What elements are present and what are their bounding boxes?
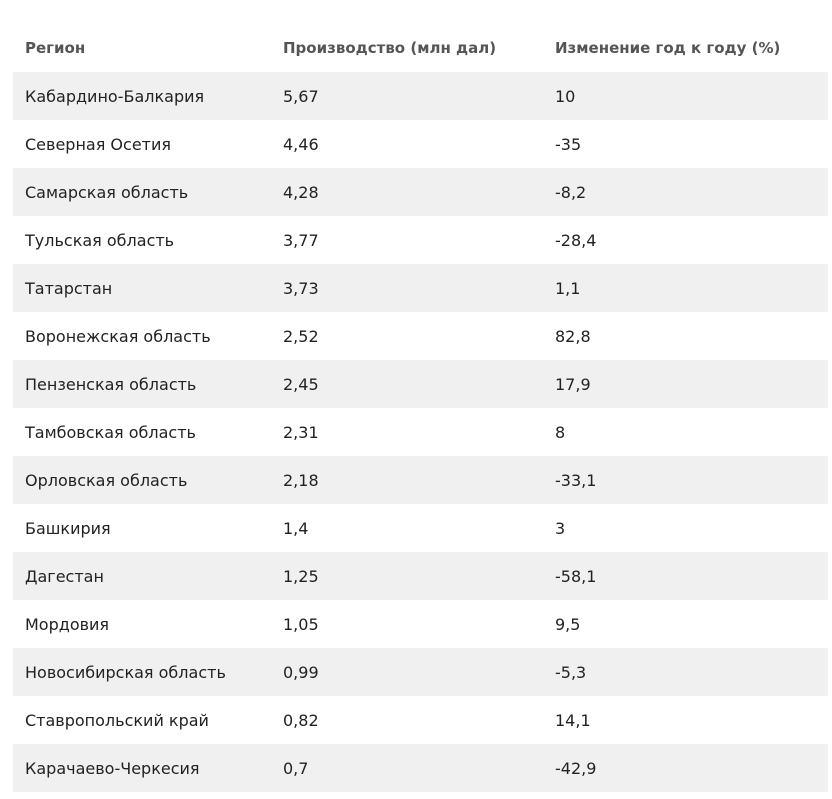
cell-region: Тульская область — [25, 230, 175, 250]
cell-production: 2,45 — [283, 374, 319, 394]
header-region: Регион — [25, 39, 86, 57]
cell-production: 2,18 — [283, 470, 319, 490]
table-row: Пензенская область 2,45 17,9 — [13, 360, 828, 408]
cell-production: 0,99 — [283, 662, 319, 682]
cell-yoy-change: 14,1 — [555, 710, 591, 730]
cell-region: Ставропольский край — [25, 710, 209, 730]
cell-yoy-change: 1,1 — [555, 278, 581, 298]
cell-production: 3,77 — [283, 230, 319, 250]
cell-region: Кабардино-Балкария — [25, 86, 205, 106]
table-row: Кабардино-Балкария 5,67 10 — [13, 72, 828, 120]
cell-yoy-change: -28,4 — [555, 230, 597, 250]
header-production: Производство (млн дал) — [283, 39, 497, 57]
table-row: Тамбовская область 2,31 8 — [13, 408, 828, 456]
cell-region: Пензенская область — [25, 374, 197, 394]
data-table: Регион Производство (млн дал) Изменение … — [13, 24, 828, 792]
cell-region: Орловская область — [25, 470, 188, 490]
cell-yoy-change: 9,5 — [555, 614, 581, 634]
header-yoy-change: Изменение год к году (%) — [555, 39, 781, 57]
cell-yoy-change: -5,3 — [555, 662, 587, 682]
cell-yoy-change: -35 — [555, 134, 582, 154]
cell-region: Тамбовская область — [25, 422, 196, 442]
cell-region: Мордовия — [25, 614, 110, 634]
table-row: Карачаево-Черкесия 0,7 -42,9 — [13, 744, 828, 792]
cell-region: Северная Осетия — [25, 134, 171, 154]
table-row: Тульская область 3,77 -28,4 — [13, 216, 828, 264]
cell-production: 2,52 — [283, 326, 319, 346]
table-row: Северная Осетия 4,46 -35 — [13, 120, 828, 168]
cell-yoy-change: -33,1 — [555, 470, 597, 490]
table-header-row: Регион Производство (млн дал) Изменение … — [13, 24, 828, 72]
cell-yoy-change: -42,9 — [555, 758, 597, 778]
cell-production: 2,31 — [283, 422, 319, 442]
cell-production: 4,28 — [283, 182, 319, 202]
table-row: Самарская область 4,28 -8,2 — [13, 168, 828, 216]
cell-region: Новосибирская область — [25, 662, 226, 682]
cell-yoy-change: 17,9 — [555, 374, 591, 394]
cell-region: Воронежская область — [25, 326, 211, 346]
table-row: Татарстан 3,73 1,1 — [13, 264, 828, 312]
cell-yoy-change: 3 — [555, 518, 566, 538]
table-row: Воронежская область 2,52 82,8 — [13, 312, 828, 360]
cell-yoy-change: -8,2 — [555, 182, 587, 202]
table-row: Ставропольский край 0,82 14,1 — [13, 696, 828, 744]
cell-yoy-change: 82,8 — [555, 326, 591, 346]
cell-yoy-change: 8 — [555, 422, 566, 442]
cell-production: 5,67 — [283, 86, 319, 106]
cell-region: Дагестан — [25, 566, 104, 586]
cell-production: 4,46 — [283, 134, 319, 154]
cell-region: Самарская область — [25, 182, 189, 202]
table-row: Мордовия 1,05 9,5 — [13, 600, 828, 648]
table-body: Кабардино-Балкария 5,67 10 Северная Осетия 4… — [13, 72, 828, 792]
cell-production: 1,25 — [283, 566, 319, 586]
cell-production: 1,4 — [283, 518, 309, 538]
cell-production: 1,05 — [283, 614, 319, 634]
table-row: Орловская область 2,18 -33,1 — [13, 456, 828, 504]
cell-region: Карачаево-Черкесия — [25, 758, 200, 778]
cell-production: 0,7 — [283, 758, 309, 778]
table-row: Башкирия 1,4 3 — [13, 504, 828, 552]
table-row: Новосибирская область 0,99 -5,3 — [13, 648, 828, 696]
table-row: Дагестан 1,25 -58,1 — [13, 552, 828, 600]
cell-production: 0,82 — [283, 710, 319, 730]
cell-yoy-change: -58,1 — [555, 566, 597, 586]
cell-yoy-change: 10 — [555, 86, 576, 106]
cell-region: Башкирия — [25, 518, 111, 538]
cell-production: 3,73 — [283, 278, 319, 298]
cell-region: Татарстан — [25, 278, 113, 298]
